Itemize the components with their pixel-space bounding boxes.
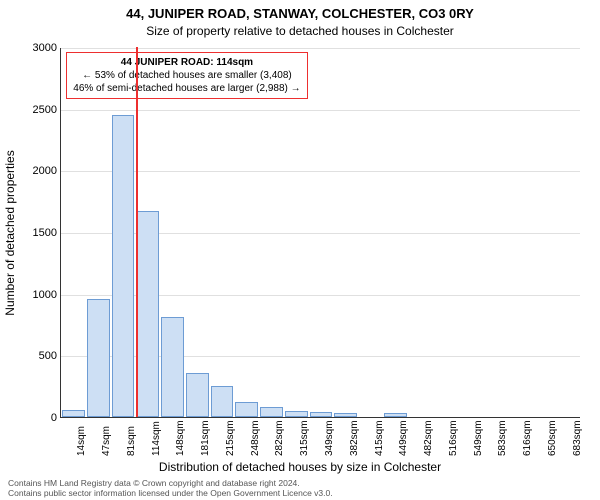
x-tick-label: 583sqm xyxy=(497,420,508,456)
x-tick-label: 215sqm xyxy=(225,420,236,456)
x-tick-label: 282sqm xyxy=(274,420,285,456)
histogram-bar xyxy=(285,411,308,417)
footer-attribution: Contains HM Land Registry data © Crown c… xyxy=(8,478,592,498)
histogram-bar xyxy=(186,373,209,417)
chart-subtitle: Size of property relative to detached ho… xyxy=(0,24,600,38)
y-tick-label: 2000 xyxy=(17,165,57,177)
plot-area: 44 JUNIPER ROAD: 114sqm ← 53% of detache… xyxy=(60,48,580,418)
x-tick-label: 449sqm xyxy=(398,420,409,456)
info-line-2: ← 53% of detached houses are smaller (3,… xyxy=(73,69,300,82)
x-tick-label: 315sqm xyxy=(299,420,310,456)
histogram-bar xyxy=(112,115,135,417)
info-line-1: 44 JUNIPER ROAD: 114sqm xyxy=(73,56,300,69)
marker-line xyxy=(136,47,138,417)
y-tick-label: 3000 xyxy=(17,42,57,54)
footer-line-2: Contains public sector information licen… xyxy=(8,488,592,498)
y-tick-label: 2500 xyxy=(17,104,57,116)
histogram-bar xyxy=(310,412,333,417)
x-tick-label: 650sqm xyxy=(547,420,558,456)
chart-container: 44, JUNIPER ROAD, STANWAY, COLCHESTER, C… xyxy=(0,0,600,500)
grid-line xyxy=(61,48,580,49)
x-axis-label: Distribution of detached houses by size … xyxy=(0,460,600,474)
x-tick-label: 549sqm xyxy=(473,420,484,456)
x-tick-label: 616sqm xyxy=(522,420,533,456)
x-tick-label: 482sqm xyxy=(423,420,434,456)
grid-line xyxy=(61,171,580,172)
x-tick-label: 114sqm xyxy=(151,421,162,456)
x-tick-label: 14sqm xyxy=(76,426,87,456)
x-tick-label: 148sqm xyxy=(175,420,186,456)
y-tick-label: 0 xyxy=(17,412,57,424)
y-tick-label: 1000 xyxy=(17,289,57,301)
histogram-bar xyxy=(384,413,407,417)
histogram-bar xyxy=(260,407,283,417)
histogram-bar xyxy=(161,317,184,417)
histogram-bar xyxy=(62,410,85,417)
y-tick-label: 1500 xyxy=(17,227,57,239)
x-tick-label: 415sqm xyxy=(374,420,385,456)
x-tick-label: 516sqm xyxy=(448,420,459,456)
footer-line-1: Contains HM Land Registry data © Crown c… xyxy=(8,478,592,488)
y-tick-label: 500 xyxy=(17,350,57,362)
info-annotation-box: 44 JUNIPER ROAD: 114sqm ← 53% of detache… xyxy=(66,52,307,99)
info-line-3: 46% of semi-detached houses are larger (… xyxy=(73,82,300,95)
histogram-bar xyxy=(334,413,357,417)
histogram-bar xyxy=(211,386,234,417)
x-tick-label: 47sqm xyxy=(101,426,112,456)
grid-line xyxy=(61,110,580,111)
x-tick-label: 382sqm xyxy=(349,420,360,456)
histogram-bar xyxy=(87,299,110,417)
x-tick-label: 349sqm xyxy=(324,420,335,456)
y-axis-label: Number of detached properties xyxy=(3,150,17,315)
histogram-bar xyxy=(235,402,258,417)
x-tick-label: 81sqm xyxy=(126,426,137,456)
chart-title: 44, JUNIPER ROAD, STANWAY, COLCHESTER, C… xyxy=(0,6,600,21)
x-tick-label: 248sqm xyxy=(250,420,261,456)
x-tick-label: 683sqm xyxy=(572,420,583,456)
histogram-bar xyxy=(136,211,159,417)
x-tick-label: 181sqm xyxy=(200,420,211,456)
